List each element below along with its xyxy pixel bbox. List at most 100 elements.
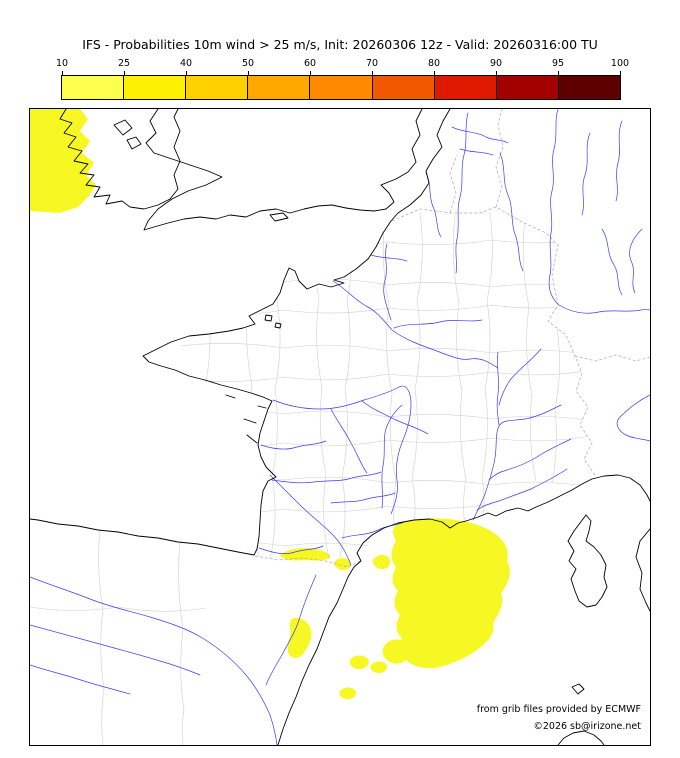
border-belgium-germany: [495, 109, 504, 208]
colorbar-tick-mark: [620, 71, 621, 75]
coastline-mediterranean: [277, 474, 650, 745]
colorbar-tick-label: 25: [117, 58, 131, 69]
river-po: [616, 394, 650, 442]
border-pyrenees: [254, 555, 361, 568]
river-loire: [272, 385, 412, 515]
river-moselle: [499, 152, 524, 272]
colorbar-segment: [185, 76, 248, 99]
coastline-isle-of-wight: [269, 212, 289, 222]
colorbar-tick-mark: [248, 71, 249, 75]
colorbar-tick-label: 95: [551, 58, 565, 69]
colorbar-segment: [433, 76, 496, 99]
prob-area-balearic-sea-3: [339, 687, 357, 699]
river-dordogne: [271, 471, 382, 484]
probability-colorbar: [61, 75, 621, 100]
admin-boundaries-path: [199, 210, 213, 562]
rivers-path: [601, 228, 623, 296]
credit-source: from grib files provided by ECMWF: [476, 704, 641, 715]
prob-area-gulf-lobe: [382, 639, 408, 664]
border-france-east: [391, 206, 597, 478]
colorbar-labels: 10 25 40 50 60 70 80 90 95 100: [56, 58, 629, 76]
river-lot: [330, 492, 396, 504]
rivers-path: [629, 228, 643, 294]
colorbar-tick-label: 100: [610, 58, 630, 69]
prob-area-balearic-sea-2: [370, 661, 388, 673]
river-adour: [258, 545, 324, 554]
river-rhone: [472, 404, 562, 521]
border-switzerland-italy: [574, 354, 650, 362]
admin-boundaries-path: [179, 343, 596, 357]
admin-boundaries-path: [179, 503, 493, 514]
admin-boundaries-path: [479, 212, 493, 532]
river-rhine: [548, 109, 650, 314]
country-borders: [254, 109, 650, 568]
colorbar-tick-mark: [124, 71, 125, 75]
colorbar-tick-label: 80: [427, 58, 441, 69]
admin-boundaries-spain-path: [178, 540, 185, 745]
map-title: IFS - Probabilities 10m wind > 25 m/s, I…: [82, 37, 598, 52]
admin-boundaries-spain: [30, 528, 207, 745]
admin-boundaries-path: [179, 434, 596, 448]
admin-boundaries-spain-path: [98, 528, 105, 745]
colorbar-tick-mark: [558, 71, 559, 75]
admin-boundaries-path: [409, 212, 423, 552]
admin-boundaries-path: [382, 216, 400, 560]
coastline-italy-tyrrhenian: [635, 528, 650, 612]
admin-boundaries-path: [179, 368, 596, 382]
river-tarn: [341, 521, 405, 539]
coastline-continent-atlantic: [30, 109, 451, 556]
rivers: [30, 109, 650, 745]
river-somme: [370, 254, 408, 262]
colorbar-tick-label: 90: [489, 58, 503, 69]
river-allier: [381, 404, 403, 509]
river-ebro: [30, 576, 278, 745]
admin-boundaries-path: [242, 208, 260, 560]
admin-boundaries-path: [179, 277, 596, 291]
colorbar-segment: [557, 76, 620, 99]
coastline-ireland: [59, 109, 181, 210]
colorbar-tick-label: 60: [303, 58, 317, 69]
colorbar-segment: [495, 76, 558, 99]
rivers-path: [459, 148, 494, 156]
prob-area-gulf-of-lion: [391, 518, 510, 669]
admin-boundaries-path: [339, 212, 353, 558]
prob-area-cap-creus-sea: [372, 554, 391, 570]
river-segre: [265, 574, 317, 686]
colorbar-segment: [371, 76, 434, 99]
river-durance: [476, 468, 568, 511]
rivers-path: [30, 624, 201, 676]
river-meuse: [455, 112, 469, 274]
admin-boundaries-path: [179, 475, 596, 489]
prob-area-roussillon-strip-2: [334, 558, 351, 571]
river-doubs: [498, 348, 542, 406]
colorbar-segment: [247, 76, 310, 99]
colorbar-tick-mark: [186, 71, 187, 75]
admin-boundaries-spain-path: [30, 606, 207, 612]
river-seine: [332, 280, 499, 369]
prob-area-roussillon-strip: [280, 548, 331, 561]
rivers-path: [30, 664, 131, 695]
rivers-path: [451, 126, 509, 144]
coastline-corsica: [567, 514, 608, 608]
border-belgium-netherlands: [449, 154, 458, 214]
colorbar-tick-mark: [372, 71, 373, 75]
river-oise: [383, 243, 392, 321]
colorbar-tick-label: 10: [55, 58, 69, 69]
prob-area-catalonia-coast: [287, 617, 312, 658]
admin-boundaries-path: [269, 212, 283, 560]
admin-boundaries-path: [452, 214, 470, 546]
river-marne: [393, 319, 483, 329]
coastline-sardinia: [557, 730, 605, 745]
prob-area-balearic-sea-1: [349, 655, 369, 670]
colorbar-tick-label: 50: [241, 58, 255, 69]
river-charente: [260, 440, 327, 450]
admin-boundaries-path: [179, 236, 596, 250]
credits: from grib files provided by ECMWF ©2026 …: [477, 701, 641, 735]
river-scheldt: [425, 172, 442, 238]
coastline-atlantic-islands: [225, 314, 282, 444]
colorbar-tick-mark: [310, 71, 311, 75]
rivers-path: [615, 120, 623, 202]
coastline-asinara: [571, 683, 585, 695]
river-vienne: [330, 408, 368, 474]
colorbar-tick-mark: [62, 71, 63, 75]
